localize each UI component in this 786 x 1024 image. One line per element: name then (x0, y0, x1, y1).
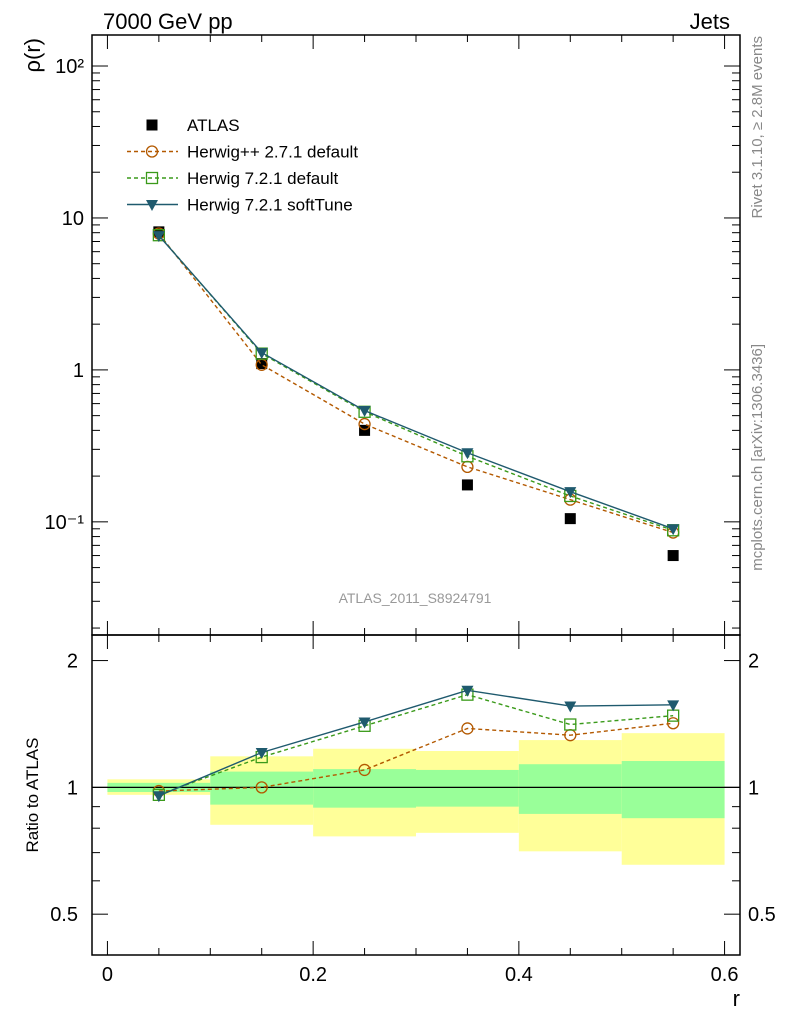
data-point-atlas (564, 513, 576, 525)
series-line-herwig-2-7-1-default (158, 233, 674, 534)
ratio-y-axis-label: Ratio to ATLAS (23, 738, 42, 853)
ratio-y-tick-label: 2 (67, 651, 78, 673)
uncertainty-band-inner-5 (621, 761, 725, 819)
series-line-herwig-7-2-1-softtune (158, 689, 674, 797)
data-point-herwig-7-2-1-softtune (564, 487, 577, 499)
main-y-axis-label: ρ(r) (20, 38, 45, 73)
data-point-atlas (256, 358, 268, 370)
x-tick-label: 0.4 (505, 964, 533, 986)
data-point-herwig-2-7-1-default (255, 781, 268, 794)
series-line-herwig-7-2-1-default (158, 234, 674, 531)
data-point-herwig-2-7-1-default (358, 763, 371, 777)
series-line-herwig-7-2-1-softtune (158, 235, 674, 530)
data-point-herwig-7-2-1-softtune (255, 748, 268, 760)
data-point-atlas (461, 479, 473, 491)
legend-marker-herwig-2-7-1-default (145, 145, 159, 158)
data-point-herwig-7-2-1-softtune (667, 700, 680, 712)
x-tick-label: 0.6 (711, 964, 739, 986)
data-point-herwig-7-2-1-softtune (152, 231, 165, 243)
data-point-herwig-7-2-1-softtune (461, 448, 474, 460)
legend: ATLAS Herwig++ 2.7.1 default Herwig 7.2.1 … (127, 116, 358, 215)
data-point-herwig-7-2-1-default (564, 718, 577, 731)
data-point-herwig-2-7-1-default (461, 722, 474, 735)
legend-label-herwig-7-2-1-softtune: Herwig 7.2.1 softTune (187, 196, 353, 215)
y-tick-label: 10⁻¹ (45, 512, 85, 534)
legend-label-herwig-2-7-1-default: Herwig++ 2.7.1 default (187, 143, 358, 162)
legend-marker-herwig-7-2-1-softtune (146, 200, 158, 211)
legend-marker-atlas (146, 119, 158, 131)
uncertainty-band-inner-1 (210, 771, 314, 805)
source-label: mcplots.cern.ch [arXiv:1306.3436] (749, 344, 766, 571)
data-point-atlas (359, 424, 371, 436)
data-point-herwig-7-2-1-softtune (667, 524, 680, 536)
data-point-herwig-2-7-1-default (358, 417, 371, 431)
series-line-herwig-7-2-1-default (158, 693, 674, 796)
process-label: Jets (690, 9, 730, 34)
data-point-herwig-2-7-1-default (666, 717, 680, 730)
y-tick-label: 10² (55, 56, 84, 78)
ratio-y-tick-label-right: 2 (748, 651, 759, 673)
legend-marker-herwig-7-2-1-default (145, 171, 159, 185)
series-line-herwig-2-7-1-default (158, 722, 674, 792)
ratio-y-tick-label: 0.5 (50, 904, 78, 926)
uncertainty-band-inner-3 (416, 769, 519, 807)
data-point-herwig-7-2-1-softtune (564, 701, 577, 713)
uncertainty-band-inner-4 (518, 764, 622, 814)
data-point-herwig-7-2-1-softtune (152, 791, 165, 803)
ratio-panel (91, 634, 741, 956)
rivet-version-label: Rivet 3.1.10, ≥ 2.8M events (749, 36, 766, 219)
collision-label: 7000 GeV pp (103, 9, 233, 34)
analysis-id-label: ATLAS_2011_S8924791 (339, 590, 492, 606)
data-point-herwig-7-2-1-softtune (358, 717, 371, 729)
legend-label-atlas: ATLAS (187, 116, 240, 135)
ratio-y-tick-label-right: 0.5 (748, 904, 776, 926)
x-tick-label: 0.2 (299, 964, 327, 986)
x-tick-label: 0 (102, 964, 113, 986)
ratio-y-tick-label: 1 (67, 777, 78, 799)
legend-label-herwig-7-2-1-default: Herwig 7.2.1 default (187, 169, 338, 188)
data-point-herwig-7-2-1-softtune (358, 406, 371, 418)
y-tick-label: 1 (73, 360, 84, 382)
data-point-herwig-7-2-1-softtune (255, 348, 268, 360)
data-point-herwig-2-7-1-default (461, 460, 474, 474)
ratio-y-tick-label-right: 1 (748, 777, 759, 799)
data-point-atlas (667, 550, 679, 562)
x-axis-label: r (733, 986, 740, 1011)
y-tick-label: 10 (62, 208, 84, 230)
data-point-herwig-7-2-1-softtune (461, 685, 474, 697)
plot-layer: 0 0.2 0.4 0.6 10⁻¹ 1 10 10² 0.5 0.5 1 1 2 2 (45, 35, 776, 986)
